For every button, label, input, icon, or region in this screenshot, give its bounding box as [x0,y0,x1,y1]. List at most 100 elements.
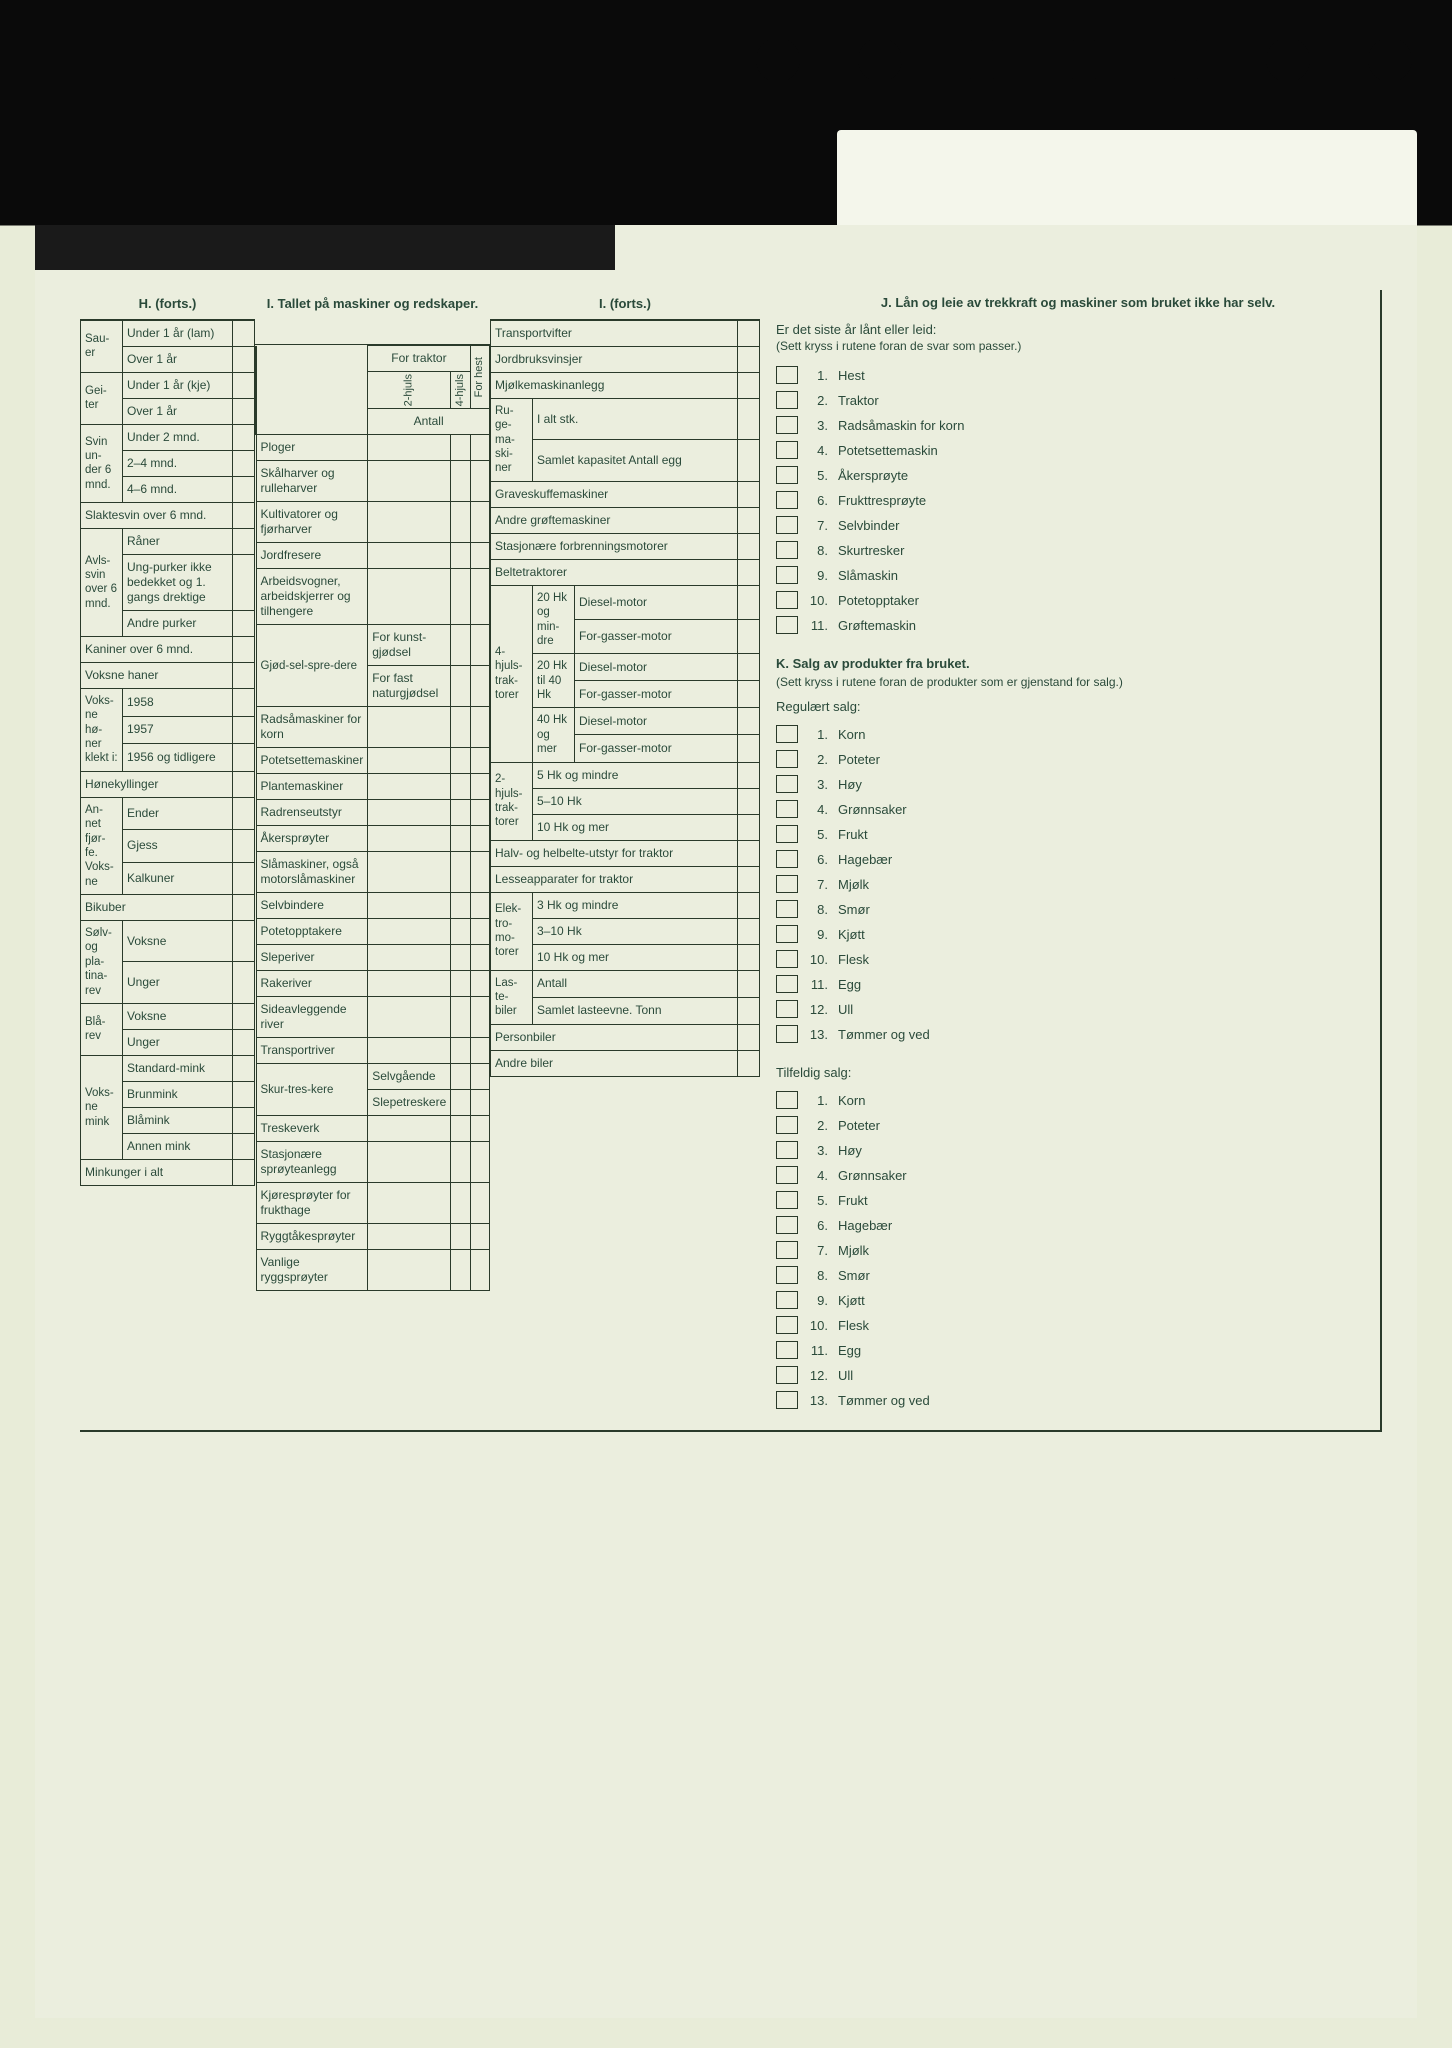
i-cell-input[interactable] [451,774,470,800]
i-cell-input[interactable] [368,1183,451,1224]
i-cell-input[interactable] [451,1064,470,1090]
i2-cell-input[interactable] [738,762,760,788]
i2-cell-input[interactable] [738,997,760,1024]
i-cell-input[interactable] [470,666,489,707]
i-cell-input[interactable] [368,971,451,997]
i-cell-input[interactable] [451,1142,470,1183]
i-cell-input[interactable] [368,748,451,774]
checkbox[interactable] [776,616,798,634]
h-cell-input[interactable] [233,962,255,1003]
h-cell-input[interactable] [233,797,255,829]
checkbox[interactable] [776,1291,798,1309]
i-cell-input[interactable] [368,945,451,971]
i-cell-input[interactable] [451,826,470,852]
h-cell-input[interactable] [233,398,255,424]
i-cell-input[interactable] [451,502,470,543]
i-cell-input[interactable] [470,748,489,774]
i-cell-input[interactable] [451,435,470,461]
i2-cell-input[interactable] [738,654,760,681]
i2-cell-input[interactable] [738,1024,760,1050]
i2-cell-input[interactable] [738,481,760,507]
checkbox[interactable] [776,441,798,459]
i2-cell-input[interactable] [738,735,760,762]
h-cell-input[interactable] [233,636,255,662]
checkbox[interactable] [776,566,798,584]
i-cell-input[interactable] [470,945,489,971]
i2-cell-input[interactable] [738,840,760,866]
i-cell-input[interactable] [470,502,489,543]
h-cell-input[interactable] [233,771,255,797]
i-cell-input[interactable] [368,800,451,826]
i-cell-input[interactable] [368,774,451,800]
checkbox[interactable] [776,1216,798,1234]
i-cell-input[interactable] [470,1116,489,1142]
checkbox[interactable] [776,825,798,843]
h-cell-input[interactable] [233,688,255,716]
h-cell-input[interactable] [233,320,255,346]
checkbox[interactable] [776,466,798,484]
h-cell-input[interactable] [233,862,255,894]
checkbox[interactable] [776,1341,798,1359]
checkbox[interactable] [776,591,798,609]
h-cell-input[interactable] [233,1029,255,1055]
i-cell-input[interactable] [451,625,470,666]
i-cell-input[interactable] [451,893,470,919]
i-cell-input[interactable] [451,1250,470,1291]
i2-cell-input[interactable] [738,440,760,481]
i-cell-input[interactable] [368,1224,451,1250]
h-cell-input[interactable] [233,1133,255,1159]
h-cell-input[interactable] [233,921,255,962]
i-cell-input[interactable] [451,707,470,748]
h-cell-input[interactable] [233,830,255,862]
i-cell-input[interactable] [451,666,470,707]
checkbox[interactable] [776,775,798,793]
i-cell-input[interactable] [451,569,470,625]
i2-cell-input[interactable] [738,398,760,439]
checkbox[interactable] [776,391,798,409]
i-cell-input[interactable] [470,1038,489,1064]
h-cell-input[interactable] [233,346,255,372]
i-cell-input[interactable] [368,919,451,945]
i-cell-input[interactable] [470,569,489,625]
h-cell-input[interactable] [233,1081,255,1107]
i-cell-input[interactable] [451,1224,470,1250]
h-cell-input[interactable] [233,1107,255,1133]
i2-cell-input[interactable] [738,533,760,559]
i-cell-input[interactable] [470,997,489,1038]
i2-cell-input[interactable] [738,1050,760,1076]
checkbox[interactable] [776,1116,798,1134]
h-cell-input[interactable] [233,744,255,772]
checkbox[interactable] [776,1316,798,1334]
i-cell-input[interactable] [451,543,470,569]
h-cell-input[interactable] [233,895,255,921]
i-cell-input[interactable] [470,707,489,748]
i-cell-input[interactable] [470,461,489,502]
i-cell-input[interactable] [368,852,451,893]
i-cell-input[interactable] [470,971,489,997]
i-cell-input[interactable] [470,1250,489,1291]
checkbox[interactable] [776,416,798,434]
i-cell-input[interactable] [368,997,451,1038]
i-cell-input[interactable] [368,893,451,919]
i-cell-input[interactable] [368,1038,451,1064]
i-cell-input[interactable] [451,852,470,893]
i2-cell-input[interactable] [738,866,760,892]
i-cell-input[interactable] [451,461,470,502]
h-cell-input[interactable] [233,372,255,398]
i-cell-input[interactable] [368,569,451,625]
checkbox[interactable] [776,975,798,993]
i-cell-input[interactable] [470,919,489,945]
i2-cell-input[interactable] [738,320,760,346]
checkbox[interactable] [776,1266,798,1284]
h-cell-input[interactable] [233,1003,255,1029]
i-cell-input[interactable] [451,1183,470,1224]
i2-cell-input[interactable] [738,788,760,814]
checkbox[interactable] [776,750,798,768]
i-cell-input[interactable] [470,625,489,666]
checkbox[interactable] [776,1241,798,1259]
checkbox[interactable] [776,725,798,743]
i-cell-input[interactable] [368,1250,451,1291]
i-cell-input[interactable] [368,1142,451,1183]
i-cell-input[interactable] [368,502,451,543]
i2-cell-input[interactable] [738,372,760,398]
